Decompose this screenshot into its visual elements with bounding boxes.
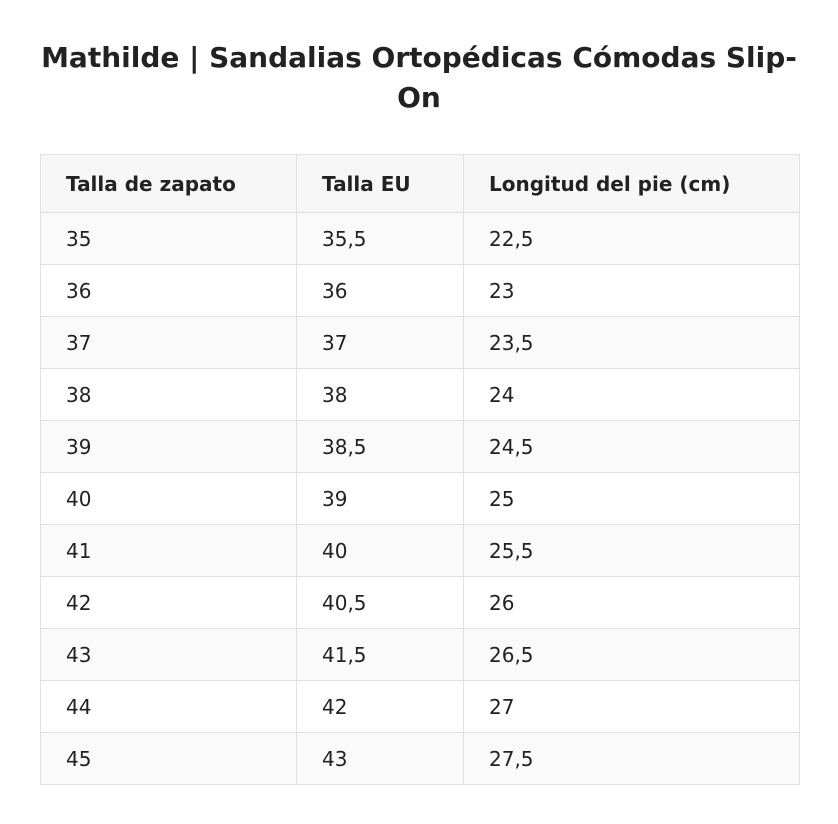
cell-foot-length: 24,5 [463, 420, 800, 473]
table-row: 40 39 25 [40, 472, 800, 525]
cell-eu-size: 38,5 [296, 420, 464, 473]
table-row: 35 35,5 22,5 [40, 212, 800, 265]
table-row: 38 38 24 [40, 368, 800, 421]
cell-foot-length: 23,5 [463, 316, 800, 369]
cell-shoe-size: 37 [40, 316, 297, 369]
cell-foot-length: 26,5 [463, 628, 800, 681]
table-row: 39 38,5 24,5 [40, 420, 800, 473]
cell-eu-size: 41,5 [296, 628, 464, 681]
header-eu-size: Talla EU [296, 154, 464, 213]
table-row: 41 40 25,5 [40, 524, 800, 577]
cell-shoe-size: 40 [40, 472, 297, 525]
table-body: 35 35,5 22,5 36 36 23 37 37 23,5 38 38 2… [40, 212, 800, 785]
cell-eu-size: 40 [296, 524, 464, 577]
table-row: 37 37 23,5 [40, 316, 800, 369]
cell-foot-length: 23 [463, 264, 800, 317]
cell-shoe-size: 35 [40, 212, 297, 265]
cell-shoe-size: 41 [40, 524, 297, 577]
cell-eu-size: 43 [296, 732, 464, 785]
cell-eu-size: 39 [296, 472, 464, 525]
cell-foot-length: 25 [463, 472, 800, 525]
table-header: Talla de zapato Talla EU Longitud del pi… [40, 154, 800, 213]
cell-foot-length: 22,5 [463, 212, 800, 265]
header-foot-length: Longitud del pie (cm) [463, 154, 800, 213]
table-row: 45 43 27,5 [40, 732, 800, 785]
cell-shoe-size: 44 [40, 680, 297, 733]
page-title: Mathilde | Sandalias Ortopédicas Cómodas… [41, 41, 797, 114]
cell-foot-length: 27,5 [463, 732, 800, 785]
header-shoe-size: Talla de zapato [40, 154, 297, 213]
cell-shoe-size: 43 [40, 628, 297, 681]
cell-shoe-size: 36 [40, 264, 297, 317]
cell-shoe-size: 38 [40, 368, 297, 421]
cell-eu-size: 36 [296, 264, 464, 317]
cell-foot-length: 25,5 [463, 524, 800, 577]
table-row: 36 36 23 [40, 264, 800, 317]
cell-shoe-size: 45 [40, 732, 297, 785]
cell-eu-size: 42 [296, 680, 464, 733]
cell-eu-size: 40,5 [296, 576, 464, 629]
table-row: 42 40,5 26 [40, 576, 800, 629]
cell-shoe-size: 39 [40, 420, 297, 473]
cell-eu-size: 35,5 [296, 212, 464, 265]
cell-eu-size: 37 [296, 316, 464, 369]
cell-eu-size: 38 [296, 368, 464, 421]
size-chart-table: Talla de zapato Talla EU Longitud del pi… [40, 154, 800, 785]
header-row: Talla de zapato Talla EU Longitud del pi… [40, 154, 800, 213]
table-row: 43 41,5 26,5 [40, 628, 800, 681]
cell-foot-length: 27 [463, 680, 800, 733]
cell-foot-length: 26 [463, 576, 800, 629]
cell-foot-length: 24 [463, 368, 800, 421]
cell-shoe-size: 42 [40, 576, 297, 629]
table-row: 44 42 27 [40, 680, 800, 733]
